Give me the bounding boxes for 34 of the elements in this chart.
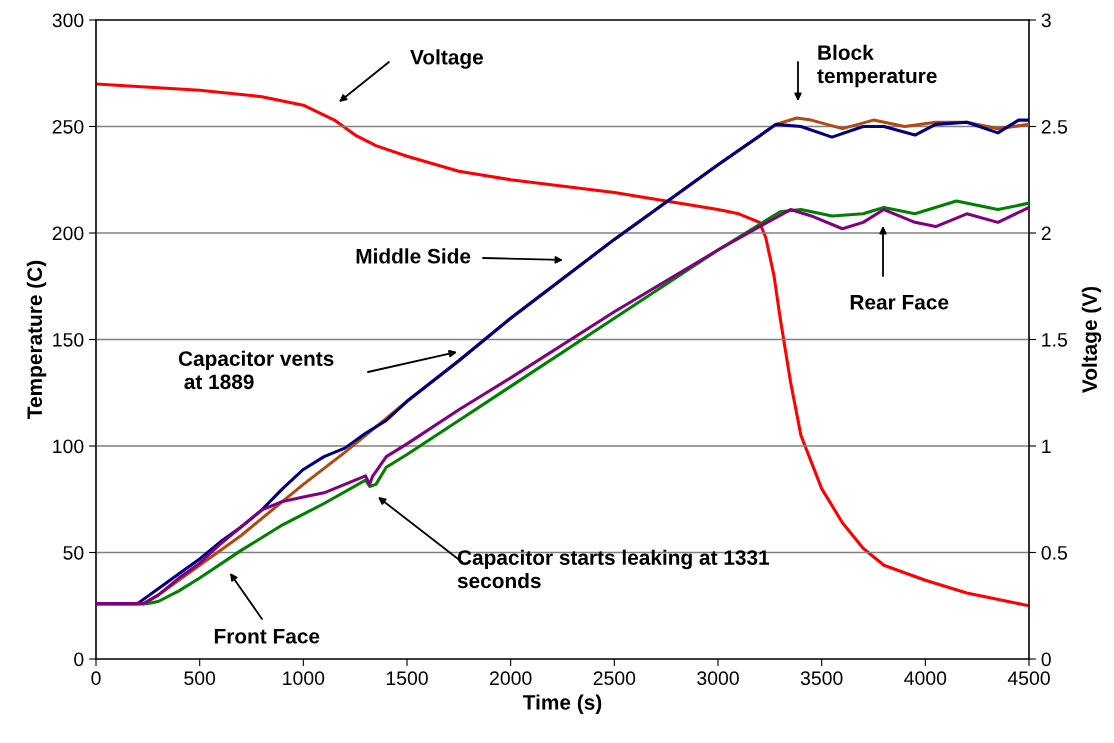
y2-tick-label: 0.5 <box>1041 545 1068 560</box>
x-tick-label: 3500 <box>800 671 843 686</box>
y-tick-label: 300 <box>52 13 84 28</box>
y-tick-label: 150 <box>53 332 84 347</box>
y-tick-label: 200 <box>52 226 84 241</box>
y2-tick-label: 2.5 <box>1041 119 1068 134</box>
annotation: Middle Side <box>356 248 471 264</box>
x-tick-label: 500 <box>184 671 216 686</box>
x-tick-label: 4500 <box>1007 671 1050 686</box>
x-tick-label: 4000 <box>904 671 947 686</box>
y-tick-label: 50 <box>63 545 84 560</box>
y2-tick-label: 1.5 <box>1042 333 1068 347</box>
y2-axis-title: Voltage (V) <box>1081 286 1102 393</box>
y2-tick-label: 2 <box>1041 226 1051 241</box>
y-tick-label: 250 <box>52 119 84 134</box>
y-axis-title: Temperature (C) <box>26 260 47 419</box>
annotation: Voltage <box>410 49 483 69</box>
annotation: Front Face <box>214 629 320 644</box>
y2-tick-label: 3 <box>1041 13 1051 28</box>
annotation: Capacitor starts leaking at 1331 seconds <box>457 549 770 589</box>
y-tick-label: 100 <box>53 439 84 454</box>
annotation: Capacitor vents at 1889 <box>178 350 334 390</box>
x-tick-label: 0 <box>91 671 101 686</box>
x-tick-label: 2000 <box>490 671 532 686</box>
x-tick-label: 1500 <box>386 671 428 686</box>
x-tick-label: 3000 <box>697 671 739 686</box>
annotation: Rear Face <box>850 295 949 310</box>
y-tick-label: 0 <box>74 652 84 667</box>
y2-tick-label: 1 <box>1042 439 1051 454</box>
y2-tick-label: 0 <box>1041 652 1051 667</box>
x-axis-title: Time (s) <box>522 694 602 714</box>
x-tick-label: 1000 <box>283 671 325 686</box>
annotation: Block temperature <box>817 44 937 88</box>
x-tick-label: 2500 <box>593 671 636 686</box>
